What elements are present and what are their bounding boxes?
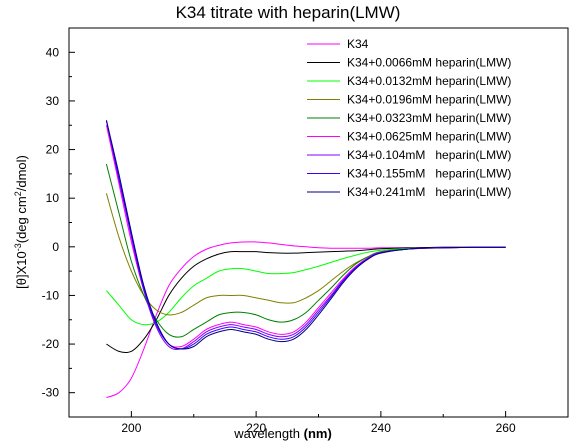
- legend-label-1: K34: [347, 37, 369, 51]
- y-axis-label-exp: -3: [13, 243, 23, 251]
- x-tick-label: 200: [121, 421, 141, 435]
- series-line-3: [106, 246, 506, 326]
- legend-label-5: K34+0.0323mM heparin(LMW): [347, 111, 511, 125]
- legend: K34 K34+0.0066mM heparin(LMW) K34+0.0132mM…: [307, 37, 511, 199]
- chart-title: K34 titrate with heparin(LMW): [176, 3, 401, 22]
- y-axis: -30 -20 -10 0 10 20 30 40: [42, 27, 75, 418]
- x-axis-label-text: wavelength: [233, 426, 303, 441]
- series-line-5: [105, 164, 506, 338]
- series-line-1: [106, 241, 506, 399]
- y-axis-label-unit-a: (deg cm: [14, 196, 29, 243]
- y-axis-label-unit-exp: 2: [13, 191, 23, 196]
- series-layer: [105, 120, 506, 399]
- x-axis-label: wavelength (nm): [233, 426, 332, 441]
- y-tick-label: -20: [42, 337, 60, 351]
- y-tick-label: 30: [46, 94, 60, 108]
- x-tick-label: 220: [246, 421, 266, 435]
- y-axis-label-main: [θ]X10: [14, 251, 29, 289]
- legend-label-9: K34+0.241mM heparin(LMW): [347, 185, 511, 199]
- y-tick-label: 10: [46, 191, 60, 205]
- series-line-4: [105, 193, 506, 316]
- y-tick-label: 0: [52, 240, 59, 254]
- legend-label-6: K34+0.0625mM heparin(LMW): [347, 130, 511, 144]
- legend-label-3: K34+0.0132mM heparin(LMW): [347, 74, 511, 88]
- series-line-9: [105, 120, 506, 350]
- series-line-8: [105, 120, 506, 350]
- y-tick-label: -30: [42, 386, 60, 400]
- y-tick-label: 40: [46, 45, 60, 59]
- x-tick-label: 260: [496, 421, 516, 435]
- y-axis-label: [θ]X10-3(deg cm2/dmol): [13, 155, 29, 289]
- x-axis-label-unit: (nm): [304, 426, 332, 441]
- x-axis: 200 220 240 260: [68, 411, 569, 435]
- y-tick-label: 20: [46, 143, 60, 157]
- y-tick-label: -10: [42, 288, 60, 302]
- legend-label-7: K34+0.104mM heparin(LMW): [347, 148, 511, 162]
- series-line-2: [106, 246, 506, 354]
- legend-label-8: K34+0.155mM heparin(LMW): [347, 167, 511, 181]
- legend-label-4: K34+0.0196mM heparin(LMW): [347, 93, 511, 107]
- y-axis-label-unit-b: /dmol): [14, 155, 29, 191]
- x-tick-label: 240: [371, 421, 391, 435]
- legend-label-2: K34+0.0066mM heparin(LMW): [347, 56, 511, 70]
